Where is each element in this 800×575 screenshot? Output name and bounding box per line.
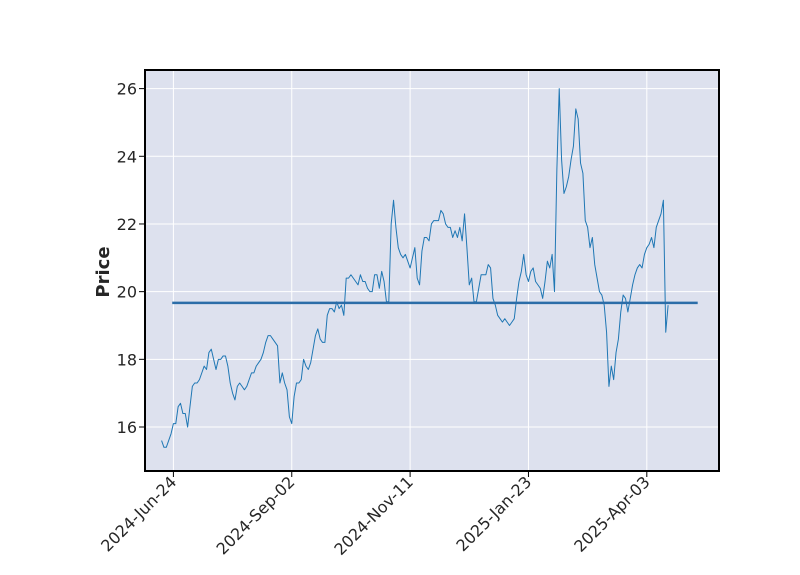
y-tick-label: 22	[117, 215, 137, 234]
price-line	[161, 88, 669, 448]
y-axis-title: Price	[93, 246, 114, 297]
y-axis-ticks: 16 18 20 22 24 26	[117, 80, 145, 437]
y-tick-label: 26	[117, 80, 137, 99]
y-tick-label: 18	[117, 350, 137, 369]
grid-lines	[145, 70, 719, 471]
plot-area	[145, 70, 719, 471]
plot-frame	[144, 69, 720, 472]
y-tick-label: 20	[117, 283, 137, 302]
y-tick-label: 24	[117, 147, 137, 166]
y-tick-label: 16	[117, 418, 137, 437]
series-layer	[161, 88, 698, 448]
